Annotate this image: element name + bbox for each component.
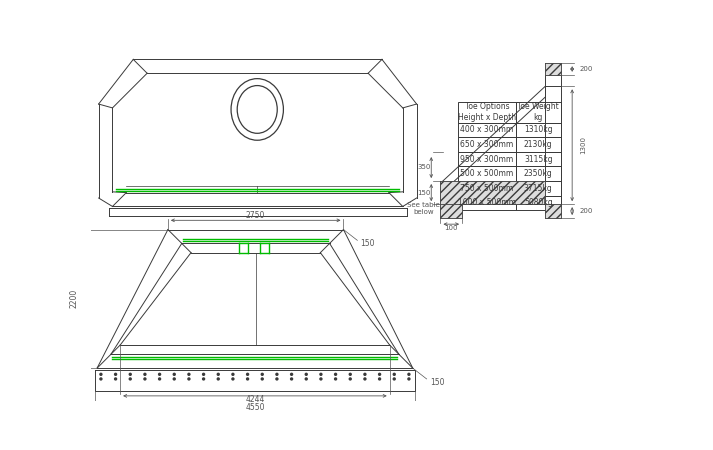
Bar <box>441 204 462 218</box>
Circle shape <box>290 377 293 381</box>
Text: 2200: 2200 <box>69 289 78 309</box>
Bar <box>458 137 516 152</box>
Circle shape <box>363 377 366 381</box>
Bar <box>458 152 516 166</box>
Text: 1300: 1300 <box>580 136 586 154</box>
Circle shape <box>407 377 411 381</box>
Circle shape <box>99 377 103 381</box>
Circle shape <box>275 377 279 381</box>
Circle shape <box>217 373 220 376</box>
Text: 200: 200 <box>580 66 593 72</box>
Bar <box>516 102 560 122</box>
Text: 4244: 4244 <box>245 395 265 404</box>
Bar <box>516 181 560 196</box>
Text: 2350kg: 2350kg <box>524 169 553 178</box>
Circle shape <box>128 373 132 376</box>
Circle shape <box>378 377 381 381</box>
Circle shape <box>349 377 352 381</box>
Circle shape <box>158 373 161 376</box>
Circle shape <box>246 377 250 381</box>
Circle shape <box>304 377 308 381</box>
Text: 500 x 500mm: 500 x 500mm <box>461 169 513 178</box>
Circle shape <box>188 377 190 381</box>
Circle shape <box>173 373 176 376</box>
Text: 150: 150 <box>360 239 375 248</box>
Text: 100: 100 <box>444 225 458 231</box>
Bar <box>458 166 516 181</box>
Circle shape <box>349 373 352 376</box>
Text: 4550: 4550 <box>245 403 265 412</box>
Circle shape <box>407 373 411 376</box>
Circle shape <box>334 377 337 381</box>
Circle shape <box>393 377 396 381</box>
Text: 650 x 300mm: 650 x 300mm <box>461 140 513 149</box>
Bar <box>516 137 560 152</box>
Circle shape <box>114 373 117 376</box>
Bar <box>545 63 560 75</box>
Circle shape <box>173 377 176 381</box>
Bar <box>441 181 545 204</box>
Text: Toe Weight
kg: Toe Weight kg <box>518 103 559 122</box>
Text: 400 x 300mm: 400 x 300mm <box>461 126 513 135</box>
Text: 3115kg: 3115kg <box>524 155 553 164</box>
Bar <box>458 181 516 196</box>
Bar <box>458 122 516 137</box>
Circle shape <box>393 373 396 376</box>
Bar <box>458 196 516 210</box>
Circle shape <box>114 377 117 381</box>
Circle shape <box>128 377 132 381</box>
Circle shape <box>231 373 235 376</box>
Circle shape <box>202 373 205 376</box>
Bar <box>516 196 560 210</box>
Text: Toe Options
Height x Depth: Toe Options Height x Depth <box>458 103 516 122</box>
Bar <box>458 102 516 122</box>
Circle shape <box>202 377 205 381</box>
Circle shape <box>260 373 264 376</box>
Text: See table
below: See table below <box>407 202 440 215</box>
Text: 1000 x 500mm: 1000 x 500mm <box>458 198 516 207</box>
Circle shape <box>363 373 366 376</box>
Circle shape <box>188 373 190 376</box>
Circle shape <box>246 373 250 376</box>
Bar <box>516 166 560 181</box>
Text: 150: 150 <box>418 189 431 196</box>
Text: 3715kg: 3715kg <box>524 184 553 193</box>
Circle shape <box>275 373 279 376</box>
Circle shape <box>143 377 147 381</box>
Circle shape <box>99 373 103 376</box>
Circle shape <box>158 377 161 381</box>
Text: 2130kg: 2130kg <box>524 140 553 149</box>
Circle shape <box>217 377 220 381</box>
Bar <box>516 122 560 137</box>
Circle shape <box>378 373 381 376</box>
Text: 2750: 2750 <box>246 211 265 220</box>
Circle shape <box>319 377 322 381</box>
Circle shape <box>260 377 264 381</box>
Circle shape <box>334 373 337 376</box>
Text: 350: 350 <box>418 164 431 170</box>
Circle shape <box>231 377 235 381</box>
Circle shape <box>304 373 308 376</box>
Text: 200: 200 <box>580 208 593 214</box>
Circle shape <box>143 373 147 376</box>
Bar <box>545 204 560 218</box>
Bar <box>516 152 560 166</box>
Text: 950 x 300mm: 950 x 300mm <box>461 155 513 164</box>
Text: 750 x 500mm: 750 x 500mm <box>461 184 513 193</box>
Text: 150: 150 <box>430 378 444 387</box>
Circle shape <box>319 373 322 376</box>
Text: 5080kg: 5080kg <box>524 198 553 207</box>
Text: 1310kg: 1310kg <box>524 126 553 135</box>
Circle shape <box>290 373 293 376</box>
